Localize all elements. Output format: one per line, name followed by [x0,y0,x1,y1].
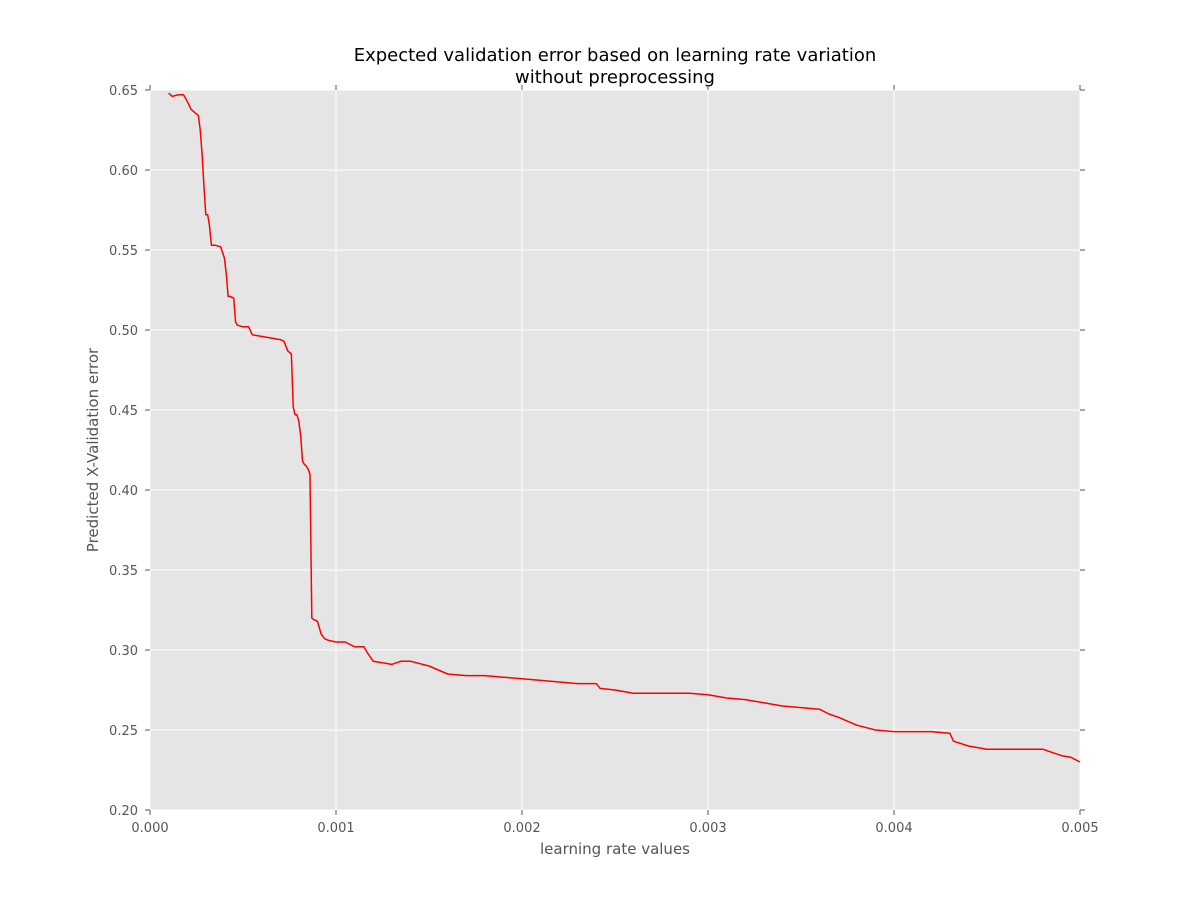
y-tick-label: 0.65 [109,84,138,99]
y-tick-label: 0.45 [109,404,138,419]
y-tick-label: 0.35 [109,564,138,579]
x-tick-label: 0.003 [689,821,726,836]
y-axis-label: Predicted X-Validation error [84,347,102,552]
series-line [168,92,1081,763]
y-tick-label: 0.50 [109,324,138,339]
y-tick-labels: 0.20 0.25 0.30 0.35 0.40 0.45 0.50 0.55 0.60 0.65 [109,84,138,819]
tick-marks [145,85,1085,815]
x-tick-label: 0.002 [503,821,540,836]
x-tick-label: 0.005 [1061,821,1098,836]
x-tick-label: 0.001 [317,821,354,836]
y-tick-label: 0.30 [109,644,138,659]
x-axis-label: learning rate values [540,840,690,858]
chart-title-line-2: without preprocessing [515,67,715,88]
y-tick-label: 0.25 [109,724,138,739]
x-tick-label: 0.000 [131,821,168,836]
y-tick-label: 0.20 [109,804,138,819]
y-tick-label: 0.40 [109,484,138,499]
x-tick-label: 0.004 [875,821,912,836]
series-layer [168,92,1081,763]
x-tick-labels: 0.000 0.001 0.002 0.003 0.004 0.005 [131,821,1098,836]
y-tick-label: 0.60 [109,164,138,179]
grid-lines [149,89,1081,811]
plot-area [150,90,1080,810]
y-tick-label: 0.55 [109,244,138,259]
chart-title-line-1: Expected validation error based on learn… [354,45,877,66]
